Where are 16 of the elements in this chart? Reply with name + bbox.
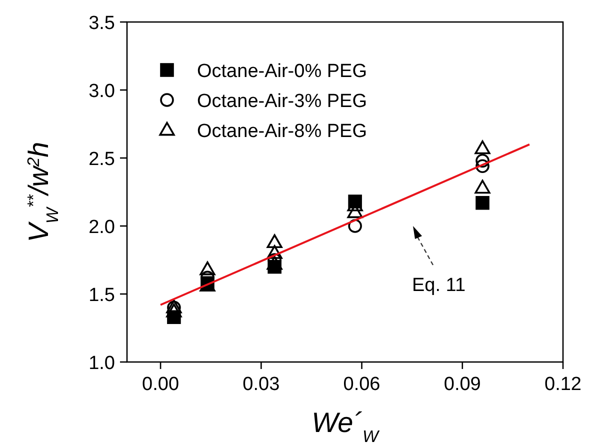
y-tick-label: 3.0 [88, 81, 115, 102]
x-axis-title: We´$_{W}$ [312, 407, 380, 444]
x-tick-label: 0.09 [444, 374, 481, 395]
y-tick-label: 3.5 [88, 13, 115, 34]
y-tick-label: 1.0 [88, 353, 115, 374]
y-tick-label: 2.0 [88, 217, 115, 238]
annotation: Eq. 11 [412, 275, 466, 296]
x-tick-label: 0.00 [142, 374, 180, 395]
legend-label: Octane-Air-3% PEG [197, 91, 367, 112]
x-tick-label: 0.06 [343, 374, 380, 395]
y-tick-label: 2.5 [88, 149, 115, 170]
legend-label: Octane-Air-0% PEG [197, 61, 367, 82]
y-tick-label: 1.5 [88, 285, 115, 306]
legend-label: Octane-Air-8% PEG [197, 121, 367, 142]
x-tick-label: 0.03 [242, 374, 280, 395]
x-tick-label: 0.12 [544, 374, 582, 395]
